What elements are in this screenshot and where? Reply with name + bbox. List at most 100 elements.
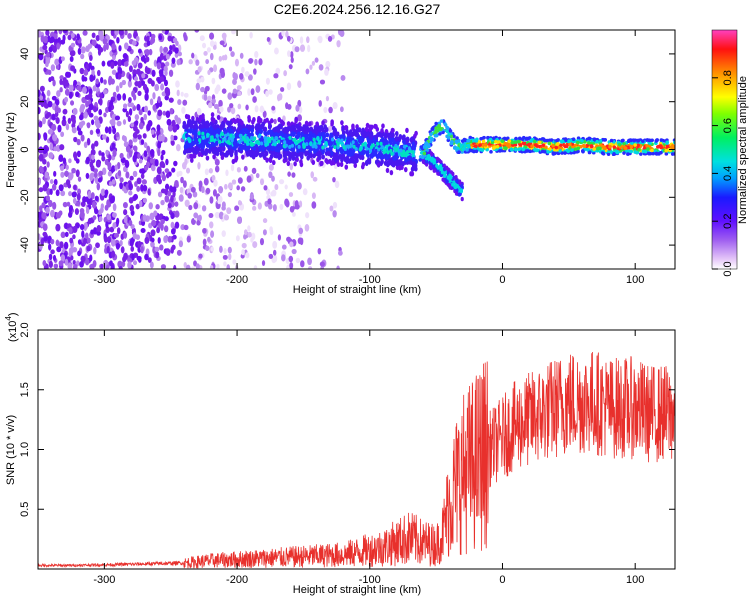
spectrogram-cell [558, 149, 562, 153]
spectrogram-cell [319, 161, 323, 167]
spectrogram-cell [38, 30, 42, 38]
spectrogram-cell [52, 134, 58, 142]
spectrogram-cell [452, 146, 457, 150]
spectrogram-cell [87, 93, 93, 99]
spectrogram-cell [217, 195, 223, 203]
spectrogram-cell [50, 238, 55, 245]
spectrogram-cell [230, 148, 234, 155]
spectrogram-cell [455, 146, 460, 150]
spectrogram-cell [223, 261, 227, 267]
spectrogram-cell [123, 103, 128, 109]
spectrogram-cell [299, 36, 304, 44]
spectrogram-cell [207, 69, 211, 75]
spectrogram-cell [587, 136, 592, 141]
spectrogram-cell [216, 263, 220, 269]
spectrogram-cell [187, 137, 192, 144]
spectrogram-cell [334, 180, 340, 189]
spectrogram-cell [219, 106, 224, 113]
spectrogram-cell [92, 85, 97, 92]
spectrogram-cell [265, 90, 269, 97]
spectrogram-cell [123, 216, 128, 224]
spectrogram-cell [76, 150, 81, 158]
spectrogram-cell [308, 134, 313, 140]
spectrogram-cell [288, 255, 294, 263]
spectrogram-cell [89, 173, 94, 182]
spectrogram-cell [650, 138, 654, 143]
spectrogram-cell [169, 44, 173, 51]
spectrogram-cell [527, 143, 531, 147]
spectrogram-cell [125, 145, 131, 153]
spectrogram-cell [112, 222, 117, 229]
spectrogram-cell [321, 120, 325, 126]
spectrogram-cell [629, 144, 634, 149]
spectrogram-cell [73, 151, 78, 159]
spectrogram-cell [646, 147, 650, 151]
spectrogram-cell [160, 154, 164, 161]
spectrogram-cell [220, 132, 225, 137]
spectrogram-cell [120, 246, 125, 254]
spectrogram-cell [201, 42, 207, 49]
spectrogram-cell [181, 162, 187, 170]
spectrogram-cell [65, 79, 69, 87]
spectrogram-cell [142, 133, 147, 139]
spectrogram-cell [542, 138, 547, 143]
spectrogram-cell [103, 112, 107, 118]
spectrogram-cell [52, 79, 56, 87]
spectrogram-cell [448, 173, 452, 179]
spectrogram-cell [98, 109, 103, 116]
spectrogram-cell [158, 34, 163, 41]
spectrogram-cell [135, 203, 140, 210]
spectrogram-cell [75, 169, 80, 178]
spectrogram-cell [182, 123, 186, 130]
spectrogram-cell [198, 117, 202, 123]
spectrogram-cell [214, 87, 219, 95]
snr-panel: -300 -200 -100 0 100 0.5 1.0 1.5 2.0 Height of … [4, 312, 676, 596]
spectrogram-cell [119, 182, 123, 190]
spectrogram-cell [241, 66, 245, 74]
spectrogram-cell [164, 168, 170, 174]
spectrogram-cell [460, 139, 465, 143]
spectrogram-cell [150, 237, 155, 243]
spectrogram-cell [125, 171, 130, 179]
figure-title: C2E6.2024.256.12.16.G27 [274, 1, 441, 17]
spectrogram-cell [160, 264, 167, 269]
spectrogram-cell [51, 123, 57, 132]
spectrogram-cell [268, 123, 272, 129]
spectrogram-cell [128, 190, 133, 196]
spectrogram-cell [233, 143, 237, 149]
spectrogram-cell [50, 36, 55, 43]
spectrogram-cell [261, 144, 266, 151]
spectrogram-cell [62, 109, 68, 115]
spectrogram-cell [129, 175, 134, 181]
spectrogram-cell [240, 186, 246, 192]
spectrogram-cell [95, 160, 101, 168]
spectrogram-cell [170, 221, 175, 229]
spectrogram-cell [136, 185, 141, 192]
spectrogram-cell [587, 150, 592, 155]
spectrogram-cell [264, 150, 269, 156]
spectrogram-cell [318, 151, 322, 157]
spectrogram-cell [123, 209, 128, 216]
spectrogram-cell [247, 225, 251, 232]
spectrogram-cell [208, 143, 212, 149]
spectrogram-cell [482, 135, 486, 140]
spectrogram-cell [195, 263, 200, 269]
spectrogram-cell [52, 254, 57, 262]
spectrogram-cell [243, 229, 248, 236]
snr-y-scale: (x104) [4, 312, 19, 342]
spectrogram-cell [664, 148, 669, 153]
spectrogram-cell [297, 114, 303, 122]
spectrogram-cell [513, 140, 518, 144]
spectrogram-cell [95, 122, 101, 129]
spectrogram-cell [641, 139, 645, 143]
spectrogram-cell [42, 223, 48, 232]
spectrogram-cell [121, 134, 126, 141]
spectrogram-cell [590, 144, 594, 149]
spectrogram-cell [309, 64, 313, 70]
spectrogram-cell [178, 240, 184, 248]
spectrogram-cell [119, 239, 123, 247]
spectrogram-cell [369, 145, 374, 150]
spectrogram-cell [101, 60, 106, 67]
spectrogram-cell [342, 145, 346, 150]
spectrogram-cell [149, 98, 154, 106]
